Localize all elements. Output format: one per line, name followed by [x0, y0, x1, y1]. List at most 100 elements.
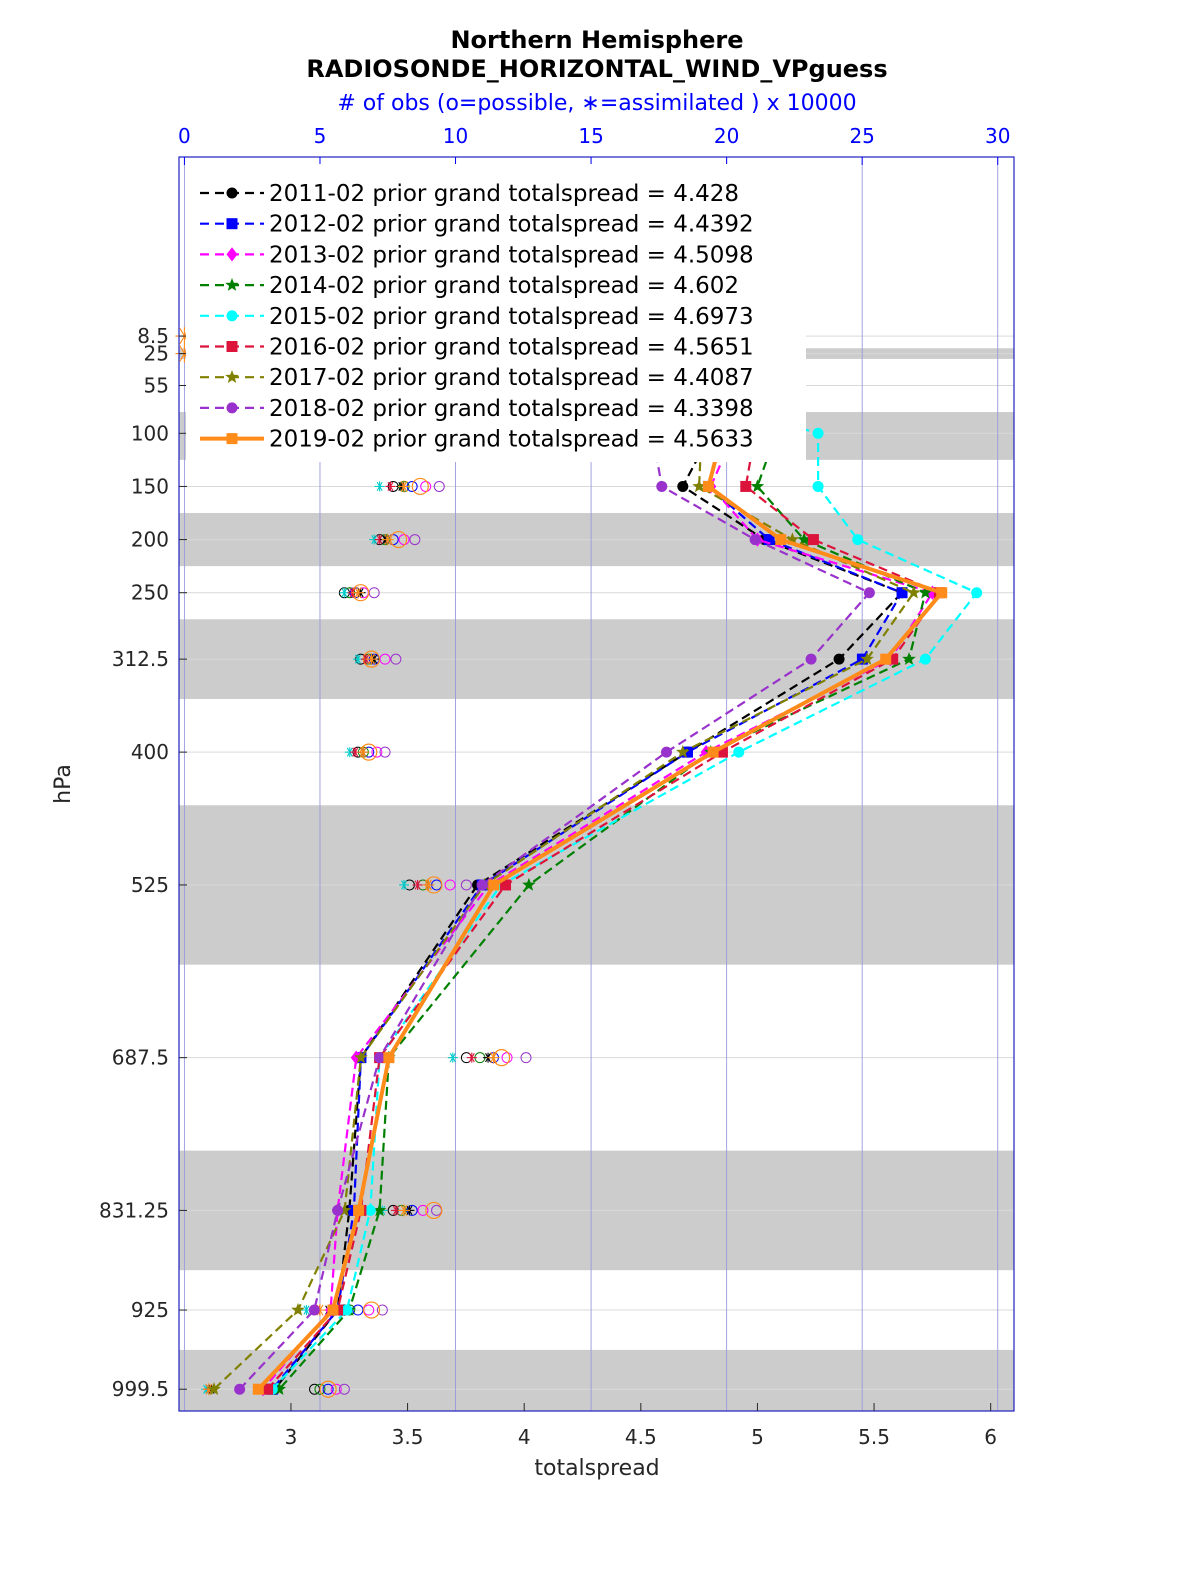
legend-label: 2011-02 prior grand totalspread = 4.428	[269, 181, 739, 207]
y-tick-label: 150	[131, 474, 169, 498]
series-point	[918, 585, 933, 599]
legend-marker	[226, 247, 238, 262]
axes: 3 3.5 4 4.5 5 5.5 68.52555100150200250312.5400…	[99, 124, 1010, 1449]
series-point	[660, 746, 672, 758]
obs-possible-2019-marker	[411, 477, 429, 496]
series-point	[374, 1052, 386, 1064]
series-point	[749, 534, 761, 546]
series-point	[337, 1203, 352, 1217]
top-tick-label: 25	[849, 124, 874, 148]
series-point	[500, 879, 512, 891]
series-line	[213, 384, 916, 1391]
top-tick-label: 30	[985, 124, 1010, 148]
legend-marker	[226, 341, 238, 352]
y-tick-label: 925	[131, 1298, 169, 1322]
series-point	[353, 1204, 365, 1216]
obs-assimilated-2019-marker	[398, 480, 411, 493]
top-tick-label: 0	[178, 124, 191, 148]
legend-label: 2017-02 prior grand totalspread = 4.4087	[269, 365, 754, 391]
obs-assimilated-marker	[466, 1052, 477, 1063]
series-point	[797, 532, 811, 546]
y-tick-label: 400	[131, 740, 169, 764]
legend-label: 2016-02 prior grand totalspread = 4.5651	[269, 335, 754, 361]
series-point	[887, 653, 899, 665]
series-point	[692, 479, 706, 493]
series-point	[262, 1383, 274, 1395]
obs-possible-2019-marker	[319, 1380, 337, 1398]
series-line	[238, 384, 872, 1390]
series-point	[656, 480, 668, 492]
obs-possible-marker	[460, 879, 472, 891]
y-tick-label: 312.5	[112, 647, 169, 671]
series-point	[733, 746, 745, 758]
obs-possible-marker	[444, 879, 456, 891]
x-axis-label: totalspread	[534, 1456, 659, 1481]
obs-possible-marker	[417, 1204, 429, 1216]
shaded-bands	[179, 348, 1014, 1411]
series-point	[716, 746, 728, 758]
series-line	[256, 384, 946, 1391]
top-tick-label: 10	[443, 124, 468, 148]
series-point	[707, 746, 719, 758]
obs-possible-marker	[338, 1383, 350, 1395]
series-point	[971, 587, 983, 599]
y-tick-label: 250	[131, 581, 169, 605]
series-point	[272, 1382, 287, 1395]
legend-marker	[226, 187, 238, 199]
plot-frame	[178, 156, 1015, 1412]
series-point	[354, 1050, 368, 1064]
chart-subtitle: RADIOSONDE_HORIZONTAL_WIND_VPguess	[306, 55, 887, 83]
series-point	[807, 534, 819, 546]
legend-box	[186, 164, 806, 462]
series-point	[488, 879, 500, 891]
series-point	[805, 653, 817, 665]
series-point	[702, 480, 714, 492]
obs-assimilated-2019-marker	[357, 746, 370, 759]
legend-marker	[226, 218, 238, 230]
obs-possible-marker	[501, 1052, 513, 1064]
series-point	[906, 585, 921, 599]
legend-marker	[225, 370, 239, 383]
obs-assimilated-2019-marker	[381, 533, 394, 546]
top-tick-label: 20	[714, 124, 739, 148]
series-point	[763, 534, 775, 546]
legend-label: 2014-02 prior grand totalspread = 4.602	[269, 273, 739, 299]
legend-label: 2018-02 prior grand totalspread = 4.3398	[269, 396, 754, 422]
obs-possible-marker	[520, 1052, 532, 1064]
series-point	[681, 746, 693, 758]
x-tick-label: 4.5	[625, 1425, 657, 1449]
y-tick-label: 687.5	[112, 1046, 169, 1070]
series-point	[234, 1383, 246, 1395]
y-axis-label: hPa	[51, 764, 76, 804]
x-tick-label: 3	[285, 1425, 298, 1449]
obs-possible-marker	[330, 1383, 342, 1395]
series-point	[207, 1382, 221, 1395]
series-point	[291, 1302, 305, 1316]
series-point	[252, 1383, 264, 1395]
series-point	[833, 653, 845, 665]
obs-assimilated-marker	[385, 481, 396, 492]
series-point	[896, 587, 908, 599]
x-tick-label: 4	[518, 1425, 531, 1449]
obs-assimilated-2019-marker	[351, 586, 364, 599]
series-point	[476, 879, 488, 891]
legend-marker	[226, 402, 238, 414]
legend-label: 2013-02 prior grand totalspread = 4.5098	[269, 242, 754, 268]
top-tick-label: 15	[578, 124, 603, 148]
obs-possible-marker	[371, 746, 383, 758]
y-tick-label: 200	[131, 528, 169, 552]
obs-assimilated-marker	[390, 1205, 401, 1216]
y-tick-label: 999.5	[112, 1377, 169, 1401]
obs-possible-marker	[398, 534, 410, 546]
shaded-band	[179, 1349, 1014, 1411]
series-point	[863, 587, 875, 599]
obs-possible-2019-marker	[362, 1301, 381, 1319]
series-point	[308, 1304, 320, 1316]
series-point	[676, 745, 690, 758]
obs-assimilated-2019-marker	[365, 653, 378, 666]
obs-assimilated-2019-marker	[422, 878, 435, 891]
series-point	[936, 587, 948, 599]
top-tick-label: 5	[314, 124, 327, 148]
